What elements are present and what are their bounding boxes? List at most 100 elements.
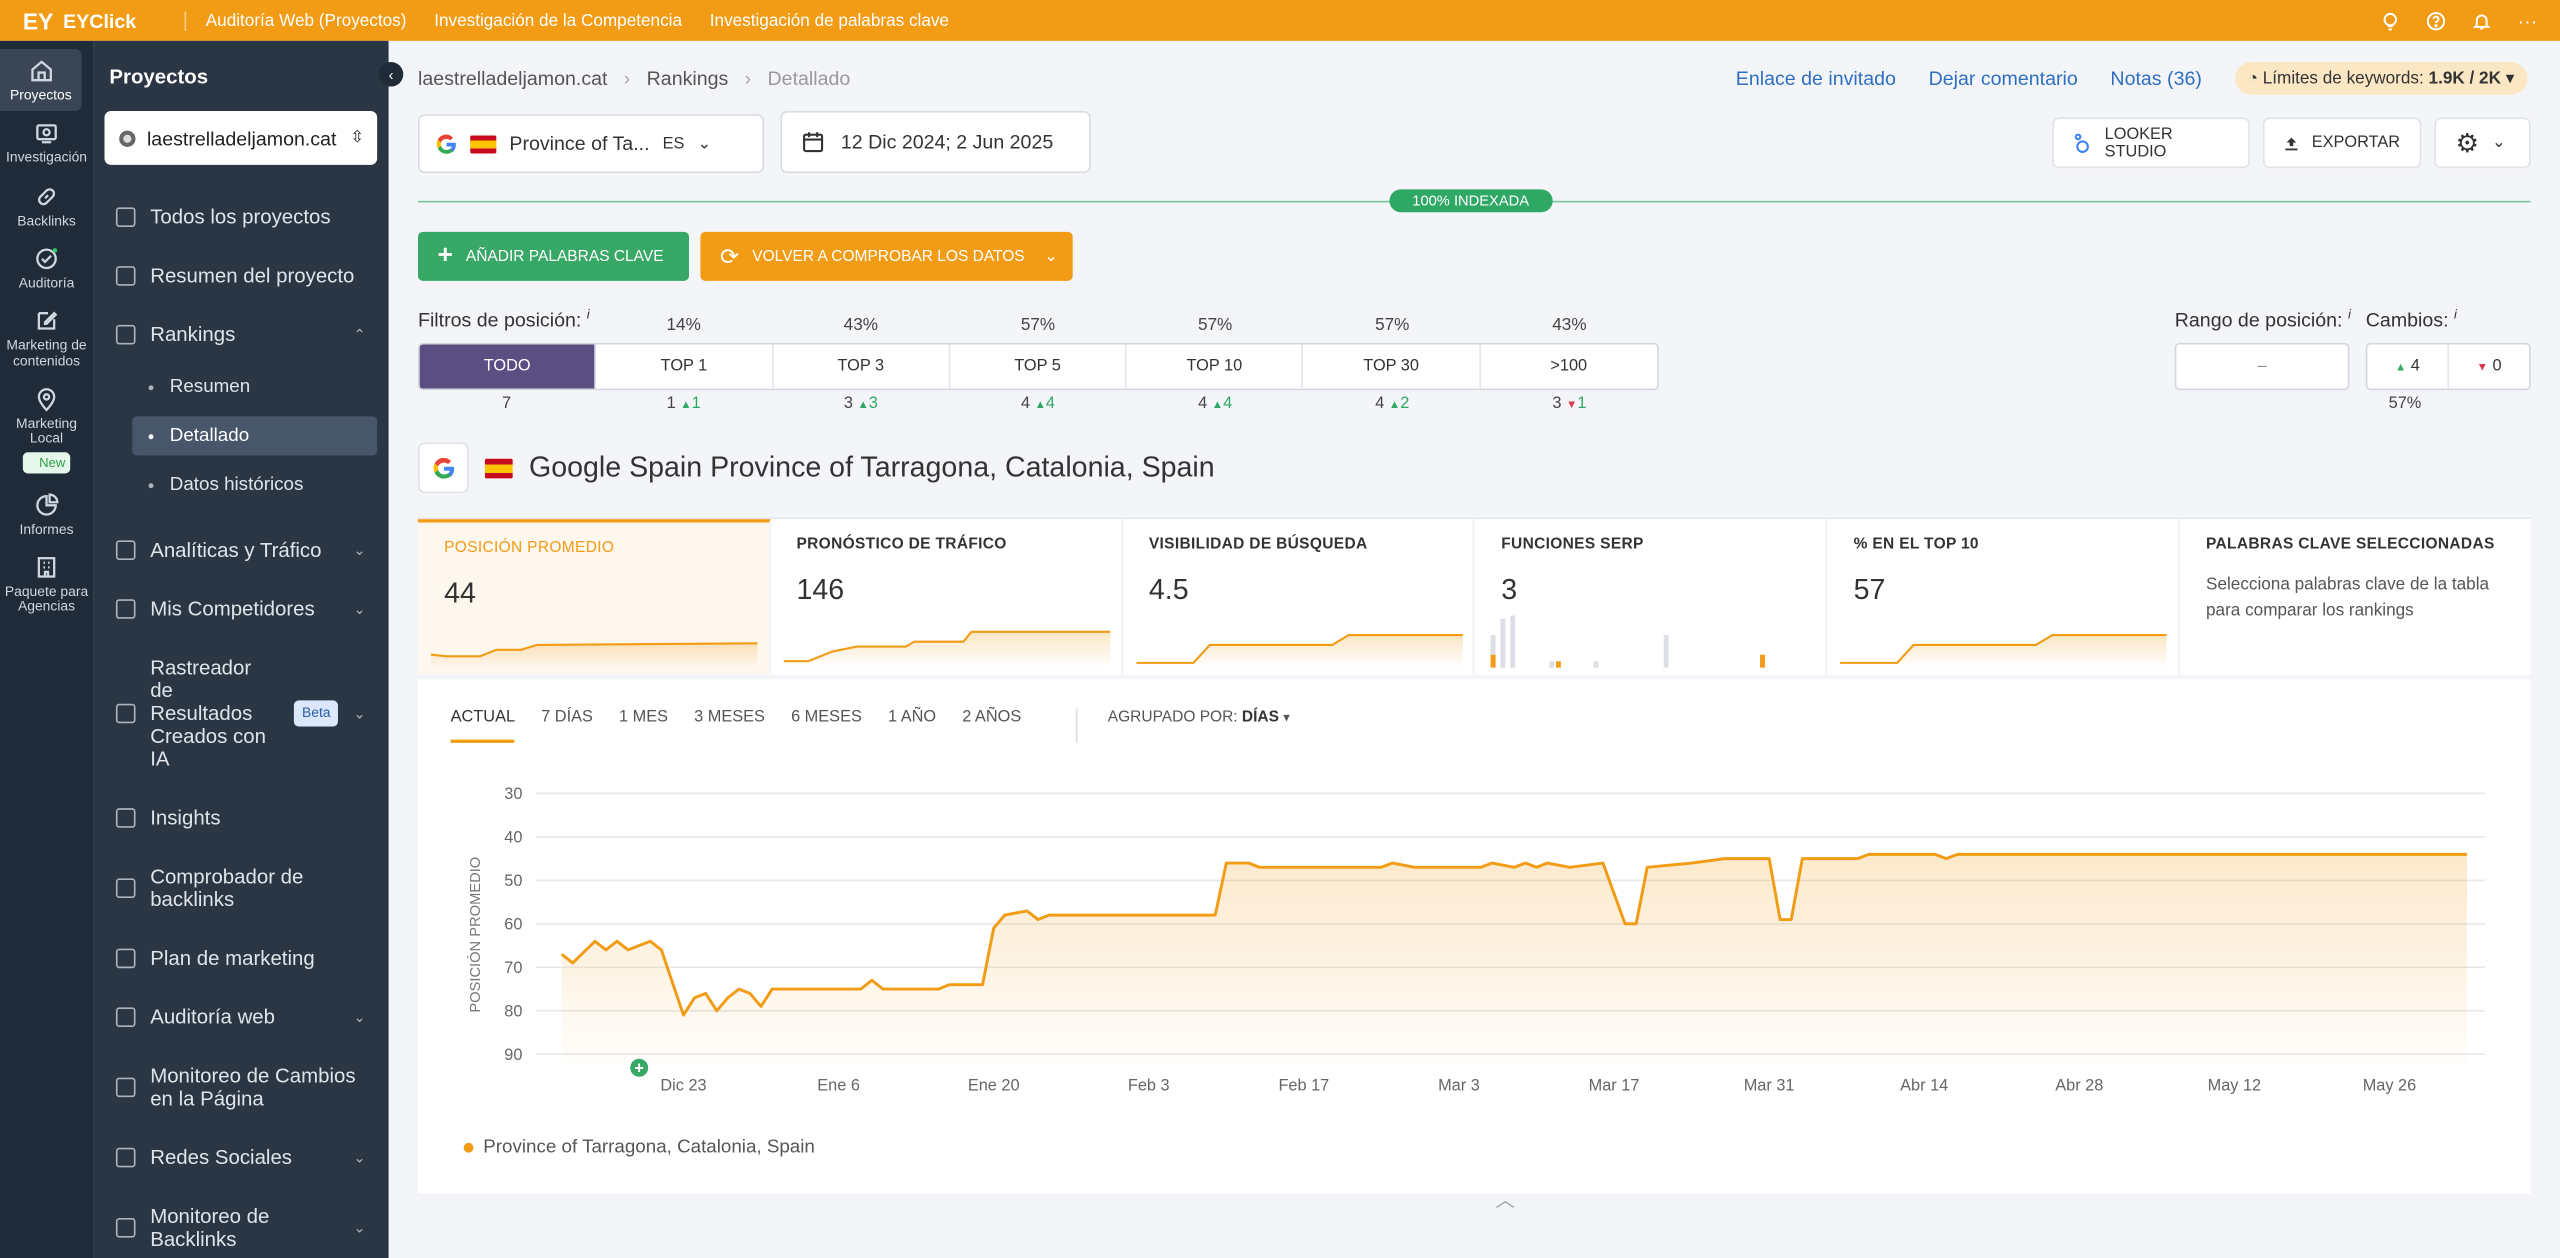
x-tick-label: Abr 14 — [1900, 1077, 1948, 1095]
sidebar-item-social[interactable]: Redes Sociales ⌄ — [93, 1135, 389, 1181]
sidebar-item-ai-tracker[interactable]: Rastreador de Resultados Creados con IA B… — [93, 645, 389, 782]
date-range-picker[interactable]: 12 Dic 2024; 2 Jun 2025 — [780, 111, 1091, 174]
metric-title: PALABRAS CLAVE SELECCIONADAS — [2206, 535, 2495, 554]
rail-item-audit[interactable]: Auditoría — [0, 237, 93, 300]
export-button[interactable]: EXPORTAR — [2262, 117, 2422, 169]
recheck-data-button[interactable]: ⟳ VOLVER A COMPROBAR LOS DATOS ⌄ — [700, 231, 1073, 281]
link-icon — [115, 1217, 136, 1238]
project-sidebar: Proyectos laestrelladeljamon.cat ⇳ Todos… — [93, 40, 389, 1258]
filter-tab-all[interactable]: TODO — [419, 344, 597, 389]
metric-card-top10-pct[interactable]: % EN EL TOP 10 57 — [1827, 519, 2180, 675]
x-tick-label: Mar 17 — [1589, 1077, 1640, 1095]
position-range-input[interactable]: – — [2174, 342, 2350, 391]
metric-card-serp-features[interactable]: FUNCIONES SERP 3 — [1475, 519, 1828, 675]
rail-item-backlinks[interactable]: Backlinks — [0, 174, 93, 237]
breadcrumb-current: Detallado — [767, 66, 851, 90]
chevron-up-icon: ⌃ — [353, 326, 366, 343]
notes-link[interactable]: Notas (36) — [2110, 66, 2202, 90]
thumbs-up-icon — [115, 1147, 136, 1168]
filter-tab-top5[interactable]: TOP 5 — [950, 344, 1127, 389]
site-favicon-icon — [119, 129, 136, 147]
caret-down-icon: ▾ — [1283, 710, 1290, 725]
x-tick-label: Feb 3 — [1128, 1077, 1170, 1095]
sidebar-item-insights[interactable]: Insights — [93, 795, 389, 841]
period-tab-7d[interactable]: 7 DÍAS — [541, 708, 593, 727]
changes-down-button[interactable]: ▼ 0 — [2476, 357, 2502, 376]
y-tick-label: 70 — [504, 959, 522, 977]
metric-title: % EN EL TOP 10 — [1853, 535, 1979, 554]
filter-tab-top30[interactable]: TOP 30 — [1304, 344, 1481, 389]
topnav-site-audit[interactable]: Auditoría Web (Proyectos) — [205, 10, 407, 31]
period-tab-2y[interactable]: 2 AÑOS — [962, 708, 1022, 727]
group-by-selector[interactable]: AGRUPADO POR: DÍAS ▾ — [1076, 708, 1290, 743]
sidebar-subitem-summary[interactable]: Resumen — [93, 367, 389, 406]
settings-button[interactable]: ⚙ ⌄ — [2434, 117, 2531, 169]
changes-up-button[interactable]: ▲ 4 — [2367, 344, 2450, 389]
breadcrumb-project[interactable]: laestrelladeljamon.cat — [417, 66, 608, 90]
sidebar-subitem-history[interactable]: Datos históricos — [93, 465, 389, 504]
chevron-down-icon: ⌄ — [353, 1219, 366, 1236]
sidebar-item-page-changes[interactable]: Monitoreo de Cambios en la Página — [93, 1053, 389, 1122]
metric-value: 146 — [796, 573, 845, 606]
chevron-down-icon: ⌄ — [353, 705, 366, 722]
period-tab-6m[interactable]: 6 MESES — [791, 708, 862, 727]
topnav-competitor-research[interactable]: Investigación de la Competencia — [434, 10, 683, 31]
keyword-limits[interactable]: ◔ Límites de keywords: 1.9K / 2K ▾ — [2234, 62, 2528, 95]
rail-item-projects[interactable]: Proyectos — [0, 48, 82, 112]
rail-item-reports[interactable]: Informes — [0, 483, 93, 546]
position-chart: 30 40 50 60 70 80 90 Dic 23 Ene 6 Ene 20 Feb 3 Feb … — [467, 785, 2485, 1095]
metric-card-traffic-forecast[interactable]: PRONÓSTICO DE TRÁFICO 146 — [770, 519, 1123, 675]
help-icon[interactable] — [2426, 11, 2446, 31]
sidebar-item-backlink-monitor[interactable]: Monitoreo de Backlinks ⌄ — [93, 1194, 389, 1258]
sidebar-item-all-projects[interactable]: Todos los proyectos — [93, 194, 389, 240]
period-tab-3m[interactable]: 3 MESES — [694, 708, 765, 727]
chart-panel: ACTUAL 7 DÍAS 1 MES 3 MESES 6 MESES 1 AÑ… — [417, 679, 2531, 1211]
bulb-icon[interactable] — [2380, 11, 2400, 31]
search-engine-selector[interactable]: Province of Ta... ES ⌄ — [417, 114, 765, 174]
period-tab-1m[interactable]: 1 MES — [619, 708, 669, 727]
sidebar-item-overview[interactable]: Resumen del proyecto — [93, 253, 389, 299]
metric-card-avg-position[interactable]: POSICIÓN PROMEDIO 44 — [417, 519, 771, 675]
chevron-right-icon: › — [744, 66, 752, 90]
metric-card-visibility[interactable]: VISIBILIDAD DE BÚSQUEDA 4.5 — [1122, 519, 1476, 675]
sidebar-item-marketing-plan[interactable]: Plan de marketing — [93, 936, 389, 982]
sidebar-item-rankings[interactable]: Rankings ⌃ — [93, 312, 389, 358]
project-selector[interactable]: laestrelladeljamon.cat ⇳ — [104, 111, 378, 165]
add-keywords-button[interactable]: + AÑADIR PALABRAS CLAVE — [417, 231, 689, 281]
edit-icon — [37, 312, 58, 331]
plus-icon: + — [437, 241, 453, 270]
bell-icon[interactable] — [2472, 11, 2492, 31]
google-icon — [436, 133, 456, 153]
filter-tab-top3[interactable]: TOP 3 — [773, 344, 950, 389]
brand-logo[interactable]: EY EYClick — [0, 7, 184, 33]
filter-tab-over100[interactable]: >100 — [1550, 357, 1588, 376]
x-tick-label: Feb 17 — [1278, 1077, 1329, 1095]
sidebar-item-label: Auditoría web — [150, 1005, 276, 1029]
sidebar-item-competitors[interactable]: Mis Competidores ⌄ — [93, 586, 389, 632]
sidebar-item-backlink-checker[interactable]: Comprobador de backlinks — [93, 854, 389, 923]
sidebar-subitem-detailed[interactable]: Detallado — [132, 416, 378, 456]
sidebar-menu: Todos los proyectos Resumen del proyecto… — [93, 194, 389, 1258]
chevron-down-icon: ⌄ — [2492, 133, 2506, 152]
more-icon[interactable]: ··· — [2517, 8, 2538, 32]
guest-link[interactable]: Enlace de invitado — [1735, 66, 1896, 90]
sidebar-subitem-label: Detallado — [169, 426, 250, 446]
sidebar-item-site-audit[interactable]: Auditoría web ⌄ — [93, 994, 389, 1040]
sidebar-item-label: Redes Sociales — [150, 1146, 293, 1170]
rail-item-agency[interactable]: Paquete para Agencias — [0, 545, 93, 623]
period-tab-current[interactable]: ACTUAL — [450, 709, 516, 743]
breadcrumb-rankings[interactable]: Rankings — [646, 66, 729, 90]
topnav-keyword-research[interactable]: Investigación de palabras clave — [709, 10, 949, 31]
looker-studio-button[interactable]: LOOKER STUDIO — [2052, 117, 2250, 169]
chevron-up-icon[interactable]: ︿ — [1495, 1188, 1516, 1212]
filter-tab-top1[interactable]: TOP 1 — [596, 344, 774, 389]
chart-legend[interactable]: Province of Tarragona, Catalonia, Spain — [463, 1138, 815, 1158]
filter-tab-top10[interactable]: TOP 10 — [1127, 344, 1304, 389]
period-tab-1y[interactable]: 1 AÑO — [887, 708, 937, 727]
rail-item-local-marketing[interactable]: Marketing Local — [0, 377, 93, 455]
rail-item-research[interactable]: Investigación — [0, 112, 93, 175]
collapse-sidebar-button[interactable]: ‹ — [378, 62, 404, 87]
sidebar-item-analytics[interactable]: Analíticas y Tráfico ⌄ — [93, 527, 389, 573]
rail-item-content-marketing[interactable]: Marketing de contenidos — [0, 299, 93, 377]
comment-link[interactable]: Dejar comentario — [1928, 66, 2078, 90]
